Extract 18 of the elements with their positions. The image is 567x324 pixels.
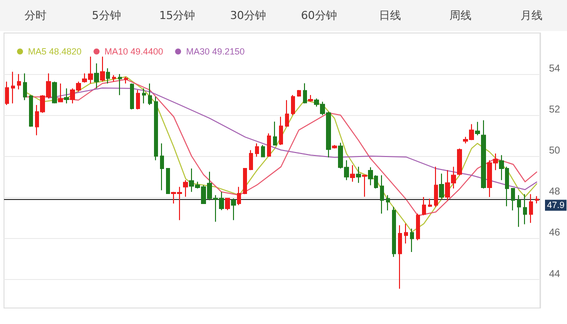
- y-tick-label: 46: [549, 228, 561, 239]
- text: 15分钟: [158, 8, 196, 24]
- legend-label: MA10 49.4400: [104, 46, 164, 56]
- text: 60分钟: [300, 8, 338, 24]
- text: 30分钟: [229, 8, 268, 24]
- y-tick-label: 50: [549, 146, 561, 157]
- y-tick-label: 54: [549, 64, 561, 75]
- text: 分时: [23, 8, 48, 24]
- text: 月线: [520, 8, 544, 24]
- text: 5分钟: [90, 8, 122, 24]
- y-tick-label: 48: [549, 186, 561, 198]
- legend-label: MA30 49.2150: [186, 46, 245, 56]
- text: 周线: [448, 8, 473, 24]
- y-tick-label: 52: [549, 104, 561, 116]
- legend-label: MA5 48.4820: [28, 46, 82, 56]
- y-tick-label: 44: [549, 268, 561, 280]
- ref-line-label: 47.9: [547, 200, 565, 210]
- text: 日线: [378, 8, 402, 24]
